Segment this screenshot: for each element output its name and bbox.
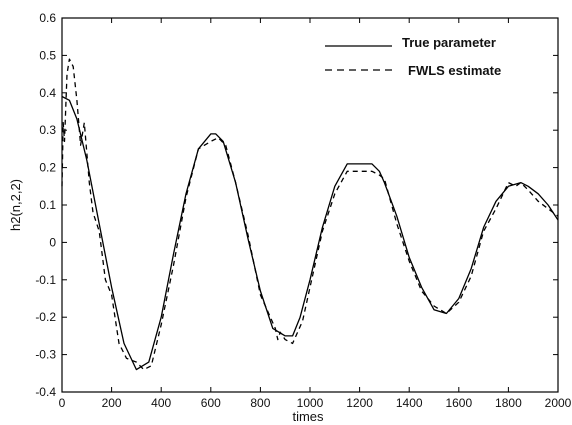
- y-tick-label: 0.3: [39, 123, 56, 137]
- series-line-fwls-estimate: [61, 58, 559, 371]
- x-tick-label: 200: [102, 396, 122, 410]
- y-axis-title: h2(n,2,2): [8, 179, 23, 231]
- x-tick-label: 1000: [297, 396, 324, 410]
- y-tick-label: 0.2: [39, 161, 56, 175]
- x-tick-label: 800: [250, 396, 270, 410]
- y-tick-label: -0.3: [35, 348, 56, 362]
- x-tick-label: 1200: [346, 396, 373, 410]
- x-tick-label: 600: [201, 396, 221, 410]
- y-tick-label: -0.1: [35, 273, 56, 287]
- y-tick-label: 0.6: [39, 11, 56, 25]
- x-tick-label: 1600: [445, 396, 472, 410]
- series-line-true-parameter: [61, 95, 559, 371]
- x-tick-label: 1800: [495, 396, 522, 410]
- legend-label-fwls-estimate: FWLS estimate: [408, 63, 501, 78]
- y-tick-label: 0.5: [39, 48, 56, 62]
- x-tick-label: 1400: [396, 396, 423, 410]
- y-tick-label: -0.4: [35, 385, 56, 399]
- x-tick-label: 2000: [545, 396, 572, 410]
- y-tick-label: -0.2: [35, 310, 56, 324]
- legend-label-true-parameter: True parameter: [402, 35, 496, 50]
- x-tick-label: 400: [151, 396, 171, 410]
- y-tick-label: 0.1: [39, 198, 56, 212]
- x-axis-title: times: [292, 409, 324, 424]
- x-tick-label: 0: [59, 396, 66, 410]
- y-tick-label: 0: [49, 235, 56, 249]
- y-tick-label: 0.4: [39, 86, 56, 100]
